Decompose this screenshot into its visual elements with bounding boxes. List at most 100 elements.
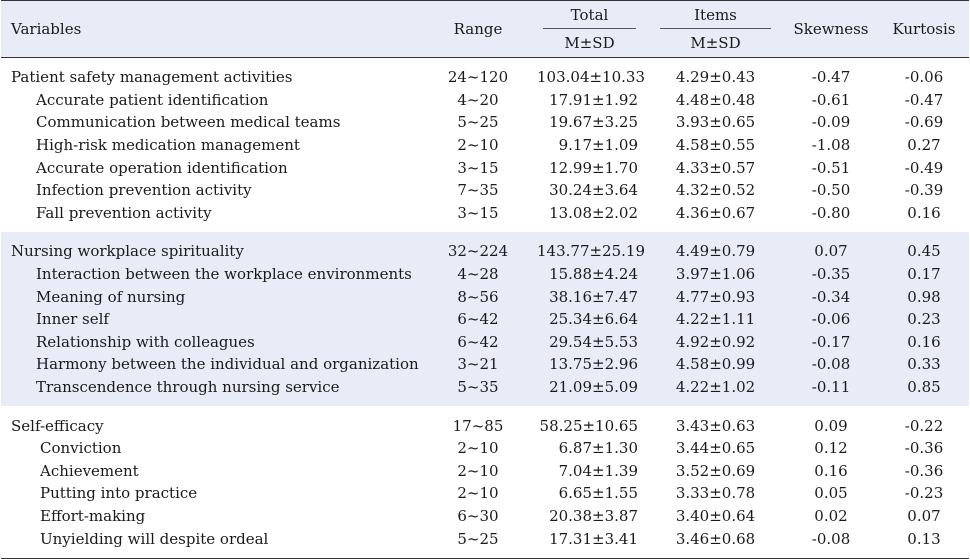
cell-range: 2~10	[457, 136, 499, 155]
cell-total-msd: 21.09±5.09	[531, 375, 648, 407]
cell-items-msd: 3.97±1.06	[648, 262, 783, 286]
cell-range: 2~10	[457, 439, 499, 458]
cell-skewness: -1.08	[811, 136, 851, 155]
table-row-subscale: Accurate patient identification 4~20 17.91…	[1, 89, 969, 112]
cell-skewness: 0.12	[814, 439, 848, 458]
table-row-scale: Patient safety management activities 24~1…	[1, 58, 969, 89]
cell-range: 5~25	[457, 113, 499, 132]
cell-variable: Harmony between the individual and organ…	[1, 353, 425, 376]
cell-range: 4~28	[425, 262, 531, 286]
cell-items-msd: 4.29±0.43	[675, 68, 756, 87]
cell-range: 17~85	[452, 416, 504, 435]
table-row-subscale: Transcendence through nursing service 5~3…	[1, 375, 969, 407]
cell-range: 7~35	[457, 181, 499, 200]
cell-skewness: -0.61	[811, 90, 851, 109]
cell-kurtosis: 0.27	[907, 136, 941, 155]
cell-range: 24~120	[447, 68, 509, 87]
cell-variable: Communication between medical teams	[36, 113, 341, 132]
cell-skewness: 0.07	[783, 232, 879, 263]
cell-range: 4~20	[457, 90, 499, 109]
cell-total-msd: 38.16±7.47	[531, 285, 648, 308]
cell-total-msd: 13.75±2.96	[531, 353, 648, 376]
table-row-subscale: Interaction between the workplace enviro…	[1, 262, 969, 286]
header-skewness: Skewness	[783, 0, 879, 58]
cell-items-msd: 4.77±0.93	[648, 285, 783, 308]
cell-skewness: -0.11	[783, 375, 879, 407]
cell-range: 3~21	[425, 353, 531, 376]
table-row-subscale: Fall prevention activity 3~15 13.08±2.02 4.…	[1, 202, 969, 233]
cell-items-msd: 4.49±0.79	[648, 232, 783, 263]
table-row-subscale: Infection prevention activity 7~35 30.24±3…	[1, 179, 969, 202]
cell-range: 3~15	[457, 158, 499, 177]
header-variables: Variables	[1, 0, 425, 58]
cell-skewness: -0.51	[811, 158, 851, 177]
cell-kurtosis: 0.98	[879, 285, 969, 308]
cell-variable: Achievement	[40, 461, 139, 480]
table-header: Variables Range Total Items Skewness Kur…	[1, 0, 969, 58]
cell-total-msd: 17.91±1.92	[549, 90, 638, 109]
cell-variable: Meaning of nursing	[1, 285, 425, 308]
cell-kurtosis: 0.17	[879, 262, 969, 286]
cell-variable: Transcendence through nursing service	[1, 375, 425, 407]
table-row-subscale: Harmony between the individual and organ…	[1, 353, 969, 376]
table-row-subscale: Unyielding will despite ordeal 5~25 17.31±…	[1, 527, 969, 559]
cell-total-msd: 12.99±1.70	[549, 158, 638, 177]
cell-kurtosis: -0.06	[904, 68, 944, 87]
header-items: Items	[648, 0, 783, 29]
header-items-label: Items	[660, 2, 771, 29]
cell-kurtosis: 0.23	[879, 307, 969, 331]
cell-kurtosis: -0.39	[904, 181, 944, 200]
header-total-label: Total	[543, 2, 636, 29]
cell-items-msd: 4.58±0.55	[675, 136, 756, 155]
cell-range: 6~30	[457, 506, 499, 525]
table-group: Self-efficacy 17~85 58.25±10.65 3.43±0.63 0.…	[1, 406, 969, 559]
cell-skewness: -0.35	[783, 262, 879, 286]
cell-variable: Self-efficacy	[11, 416, 104, 435]
cell-range: 5~35	[425, 375, 531, 407]
header-kurtosis: Kurtosis	[879, 0, 969, 58]
table-row-subscale: Effort-making 6~30 20.38±3.87 3.40±0.64 0.02…	[1, 505, 969, 528]
table-row-subscale: Communication between medical teams 5~25 1…	[1, 111, 969, 134]
cell-kurtosis: -0.23	[904, 484, 944, 503]
cell-items-msd: 3.43±0.63	[675, 416, 756, 435]
cell-range: 6~42	[425, 307, 531, 331]
table-row-subscale: Accurate operation identification 3~15 12.…	[1, 156, 969, 179]
cell-total-msd: 25.34±6.64	[531, 307, 648, 331]
table-row-subscale: Putting into practice 2~10 6.65±1.55 3.33±0…	[1, 482, 969, 505]
cell-total-msd: 6.65±1.55	[558, 484, 638, 503]
cell-total-msd: 15.88±4.24	[531, 262, 648, 286]
cell-total-msd: 103.04±10.33	[537, 68, 645, 87]
cell-skewness: -0.09	[811, 113, 851, 132]
cell-items-msd: 3.52±0.69	[675, 461, 756, 480]
cell-variable: Patient safety management activities	[11, 68, 293, 87]
cell-total-msd: 143.77±25.19	[531, 232, 648, 263]
cell-total-msd: 19.67±3.25	[549, 113, 638, 132]
cell-total-msd: 6.87±1.30	[558, 439, 638, 458]
table-group: Nursing workplace spirituality 32~224 143.…	[1, 232, 969, 407]
cell-items-msd: 4.22±1.02	[648, 375, 783, 407]
cell-total-msd: 29.54±5.53	[531, 330, 648, 354]
table-row-subscale: Relationship with colleagues 6~42 29.54±5.…	[1, 330, 969, 354]
header-total: Total	[531, 0, 648, 29]
cell-kurtosis: -0.36	[904, 461, 944, 480]
cell-skewness: -0.34	[783, 285, 879, 308]
header-range: Range	[425, 0, 531, 58]
table-row-subscale: Achievement 2~10 7.04±1.39 3.52±0.69 0.16 -0.…	[1, 460, 969, 483]
cell-skewness: 0.02	[814, 506, 848, 525]
cell-range: 8~56	[425, 285, 531, 308]
cell-variable: High-risk medication management	[36, 136, 300, 155]
cell-range: 32~224	[425, 232, 531, 263]
cell-kurtosis: -0.47	[904, 90, 944, 109]
cell-variable: Effort-making	[40, 506, 146, 525]
cell-variable: Infection prevention activity	[36, 181, 252, 200]
cell-skewness: -0.06	[783, 307, 879, 331]
cell-kurtosis: 0.13	[879, 527, 969, 559]
cell-total-msd: 17.31±3.41	[531, 527, 648, 559]
cell-skewness: 0.16	[814, 461, 848, 480]
cell-kurtosis: -0.22	[904, 416, 944, 435]
cell-variable: Fall prevention activity	[36, 203, 212, 222]
cell-items-msd: 3.33±0.78	[675, 484, 756, 503]
cell-kurtosis: 0.45	[879, 232, 969, 263]
